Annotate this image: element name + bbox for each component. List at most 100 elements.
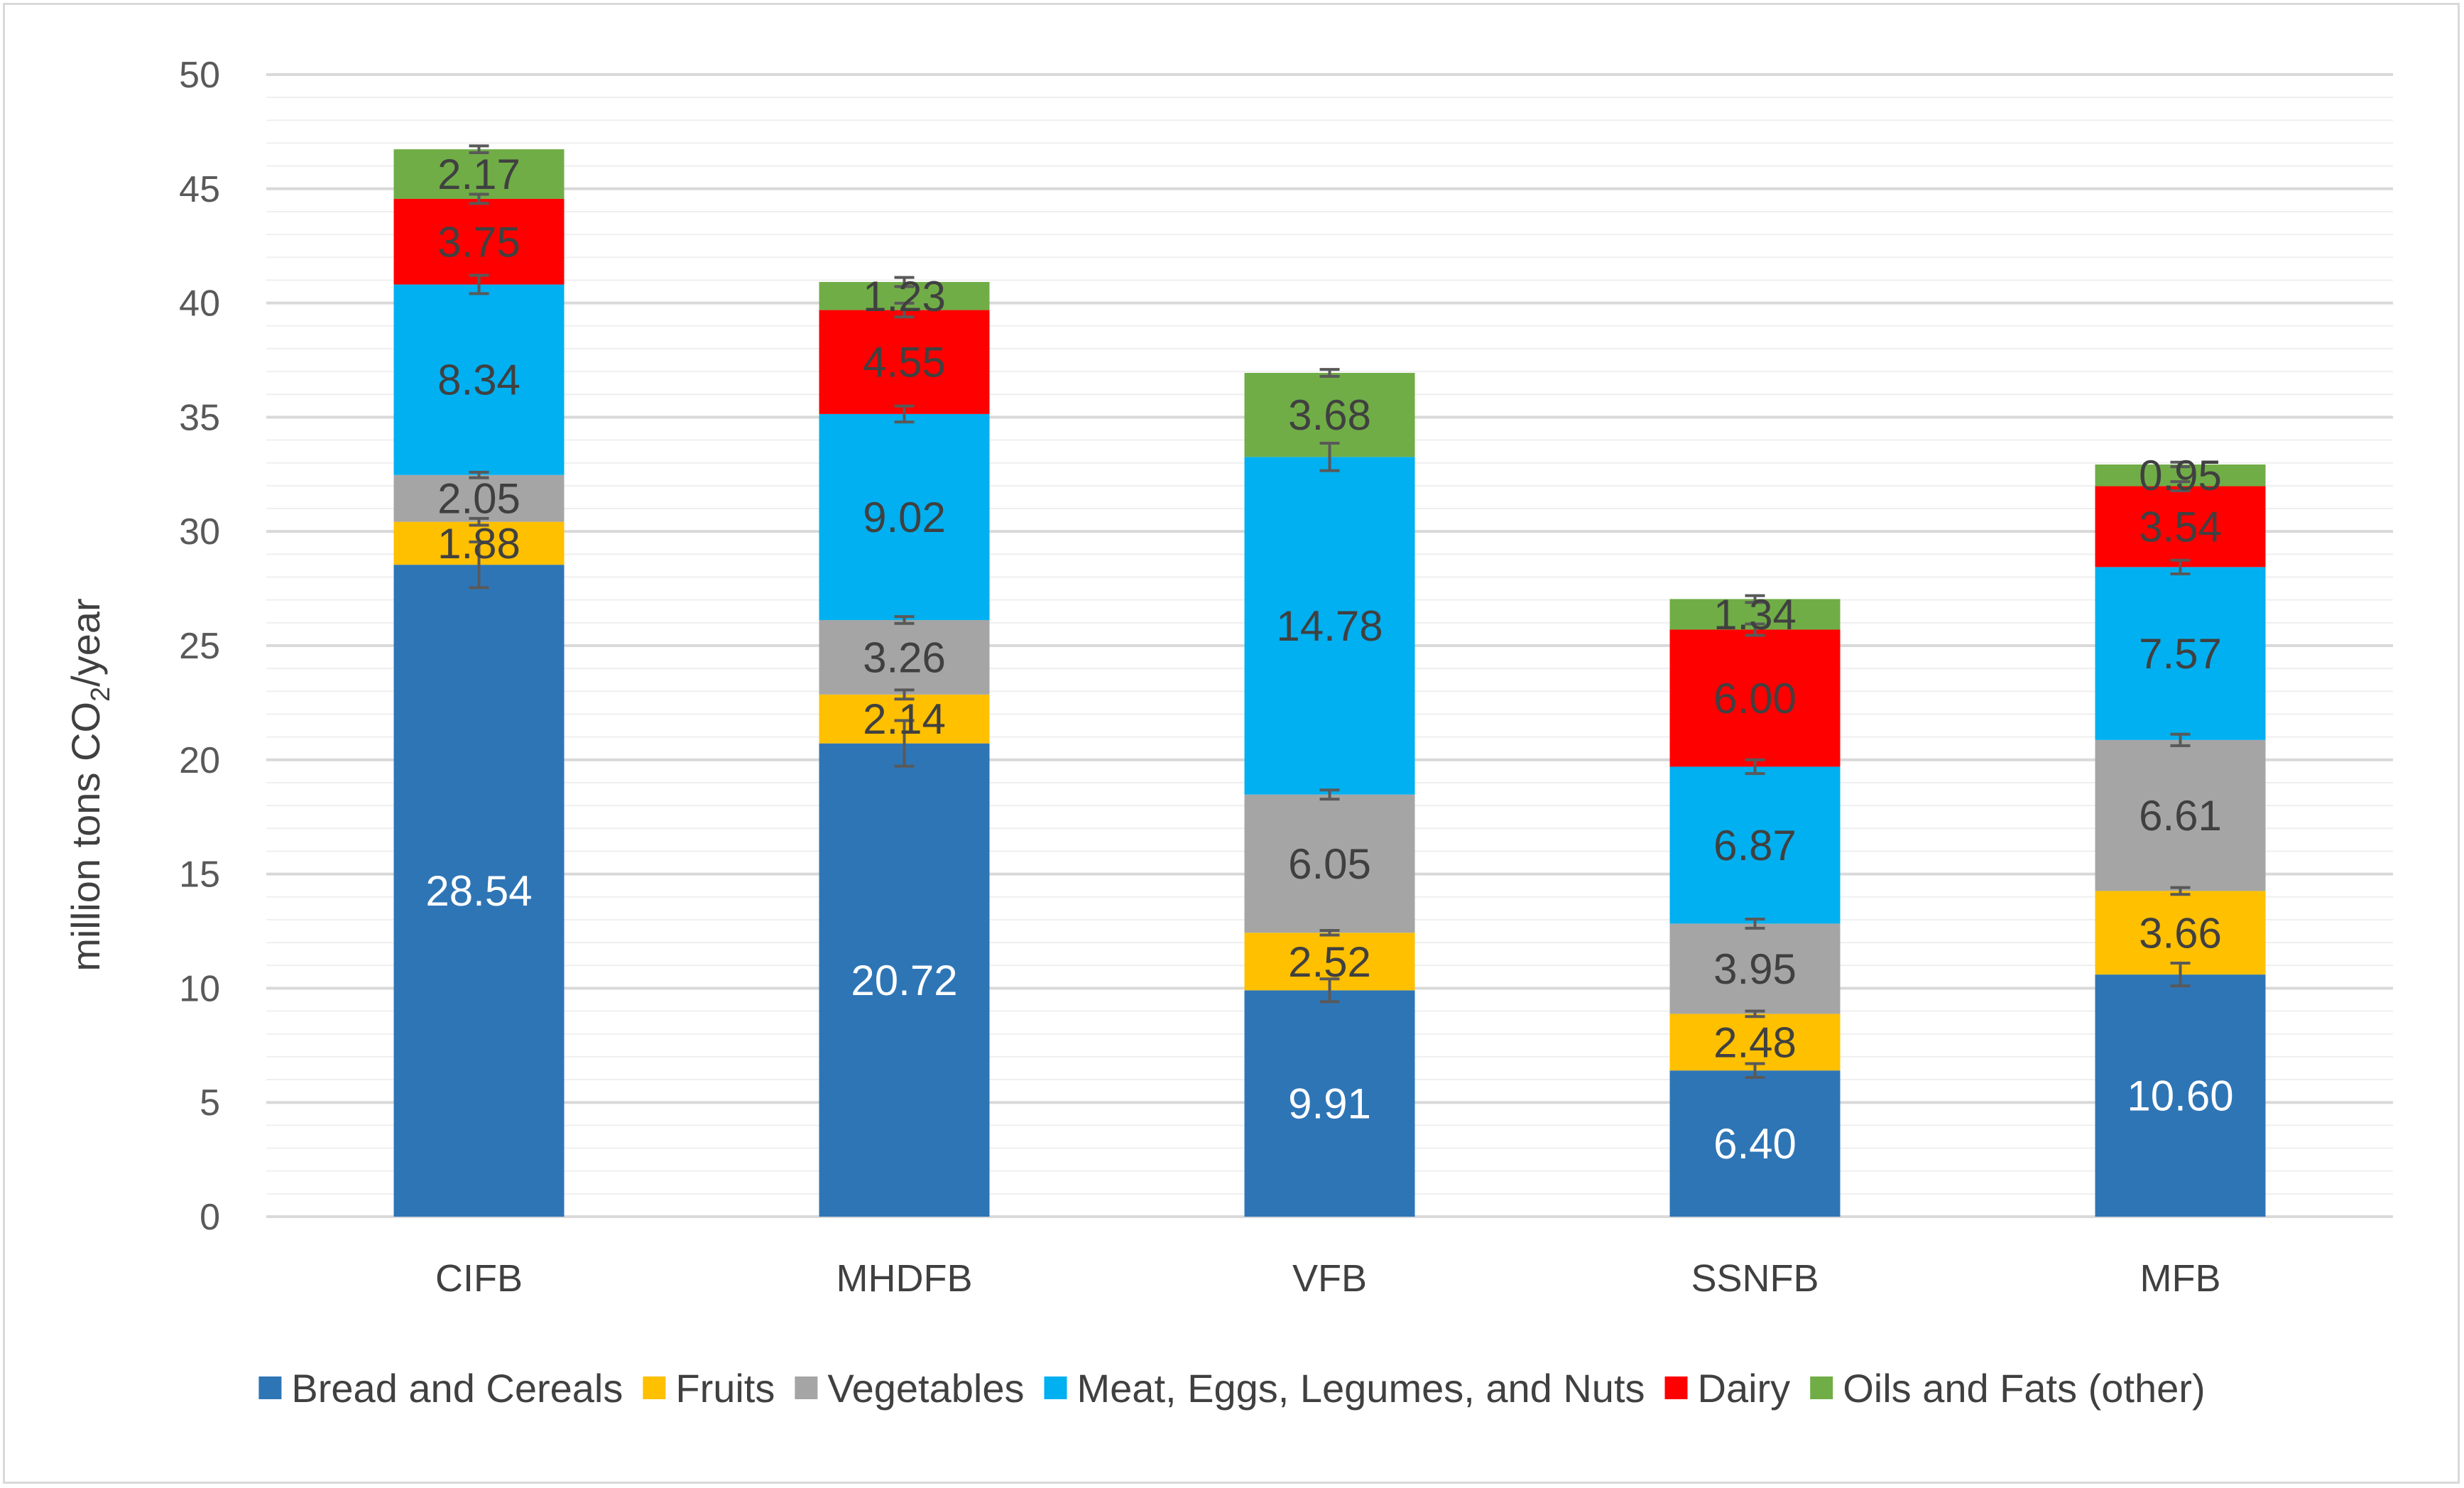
data-label: 2.52 — [1288, 938, 1371, 986]
legend-item: Fruits — [643, 1366, 775, 1411]
error-bar — [2170, 480, 2191, 492]
error-bar — [1745, 622, 1765, 637]
error-bar — [1745, 1062, 1765, 1079]
data-label: 0.95 — [2139, 452, 2222, 499]
y-tick-label: 40 — [179, 283, 220, 325]
error-bar — [894, 719, 915, 768]
y-tick-label: 0 — [200, 1197, 220, 1238]
error-bar — [469, 540, 489, 590]
data-label: 1.34 — [1713, 591, 1797, 639]
bar-segment — [393, 198, 565, 285]
y-tick-label: 20 — [179, 740, 220, 781]
data-label: 7.57 — [2139, 630, 2222, 678]
data-label: 3.75 — [437, 218, 520, 266]
bar-segment — [1244, 457, 1415, 795]
y-axis-title: million tons CO2/year — [63, 598, 116, 971]
bar-segment — [1669, 923, 1841, 1014]
legend: Bread and Cereals Fruits Vegetables Meat, E… — [258, 1366, 2206, 1411]
data-label: 14.78 — [1276, 602, 1383, 650]
x-category-labels: CIFB MHDFB VFB SSNFB MFB — [435, 1257, 2221, 1300]
data-label: 9.02 — [863, 494, 946, 541]
error-bar — [2170, 886, 2191, 896]
bar-segment — [819, 310, 990, 414]
error-bar — [469, 192, 489, 205]
legend-label: Dairy — [1698, 1366, 1791, 1411]
bar-segment — [393, 474, 565, 522]
bar-segment — [393, 149, 565, 199]
data-label: 6.40 — [1713, 1120, 1797, 1168]
error-bar — [1319, 442, 1340, 472]
x-category-label: MHDFB — [836, 1257, 973, 1300]
bar-segment — [1669, 1014, 1841, 1071]
error-bar — [1745, 758, 1765, 776]
data-label: 3.26 — [863, 634, 946, 681]
y-tick-labels: 0 5 10 15 20 25 30 35 40 45 50 — [179, 55, 220, 1238]
legend-swatch — [643, 1376, 666, 1399]
legend-label: Bread and Cereals — [291, 1366, 623, 1411]
bar-segment — [819, 413, 990, 620]
error-bar — [2170, 460, 2191, 469]
x-category-label: CIFB — [435, 1257, 523, 1300]
legend-item: Oils and Fats (other) — [1810, 1366, 2206, 1411]
bar-segment — [393, 284, 565, 475]
error-bar — [894, 276, 915, 288]
legend-label: Meat, Eggs, Legumes, and Nuts — [1077, 1366, 1645, 1411]
data-label: 2.48 — [1713, 1019, 1797, 1066]
data-label: 3.54 — [2139, 503, 2222, 550]
data-label: 2.17 — [437, 151, 520, 198]
bar-segment — [1244, 794, 1415, 933]
y-tick-label: 45 — [179, 169, 220, 210]
bar-segment — [819, 743, 990, 1217]
data-label: 1.88 — [437, 520, 520, 567]
data-label: 6.05 — [1288, 840, 1371, 888]
error-bar — [2170, 558, 2191, 576]
y-tick-label: 50 — [179, 55, 220, 96]
bar-segment — [1244, 990, 1415, 1217]
error-bar — [894, 404, 915, 424]
legend-swatch — [1810, 1376, 1833, 1399]
y-tick-label: 15 — [179, 854, 220, 896]
x-category-label: MFB — [2140, 1257, 2221, 1300]
y-tick-label: 25 — [179, 626, 220, 667]
y-tick-label: 10 — [179, 968, 220, 1009]
error-bar — [2170, 962, 2191, 988]
data-label: 1.23 — [863, 273, 946, 320]
data-label: 8.34 — [437, 357, 520, 404]
bar-segment — [819, 619, 990, 695]
error-bar — [1319, 788, 1340, 801]
error-bar — [2170, 732, 2191, 747]
legend-swatch — [1044, 1376, 1067, 1399]
error-bars-layer — [469, 144, 2191, 1079]
data-label: 2.05 — [437, 475, 520, 523]
legend-label: Vegetables — [827, 1366, 1024, 1411]
legend-swatch — [1664, 1376, 1688, 1399]
bar-segment — [2095, 567, 2266, 740]
bar-segment — [1669, 1070, 1841, 1217]
bar-segment — [1669, 629, 1841, 767]
error-bar — [894, 301, 915, 319]
legend-item: Bread and Cereals — [258, 1366, 623, 1411]
x-category-label: VFB — [1292, 1257, 1367, 1300]
legend-item: Meat, Eggs, Legumes, and Nuts — [1044, 1366, 1645, 1411]
error-bar — [1745, 917, 1765, 930]
x-category-label: SSNFB — [1691, 1257, 1819, 1300]
legend-label: Fruits — [675, 1366, 775, 1411]
bar-segment — [1669, 766, 1841, 924]
bar-segment — [2095, 486, 2266, 567]
error-bar — [469, 273, 489, 295]
data-label: 10.60 — [2127, 1072, 2233, 1120]
bar-segment — [2095, 974, 2266, 1217]
legend-item: Vegetables — [795, 1366, 1025, 1411]
y-tick-label: 35 — [179, 397, 220, 438]
error-bar — [1319, 368, 1340, 378]
error-bar — [1319, 977, 1340, 1004]
bar-segment — [2095, 891, 2266, 975]
bar-segment — [2095, 739, 2266, 891]
data-labels-layer: 28.54 1.882.05 8.34 3.75 2.17 20.72 2.14 3.26 9.… — [425, 151, 2233, 1168]
legend-swatch — [795, 1376, 818, 1399]
data-label: 2.14 — [863, 695, 946, 743]
error-bar — [894, 615, 915, 625]
data-label: 3.95 — [1713, 945, 1797, 993]
error-bar — [1745, 1009, 1765, 1019]
